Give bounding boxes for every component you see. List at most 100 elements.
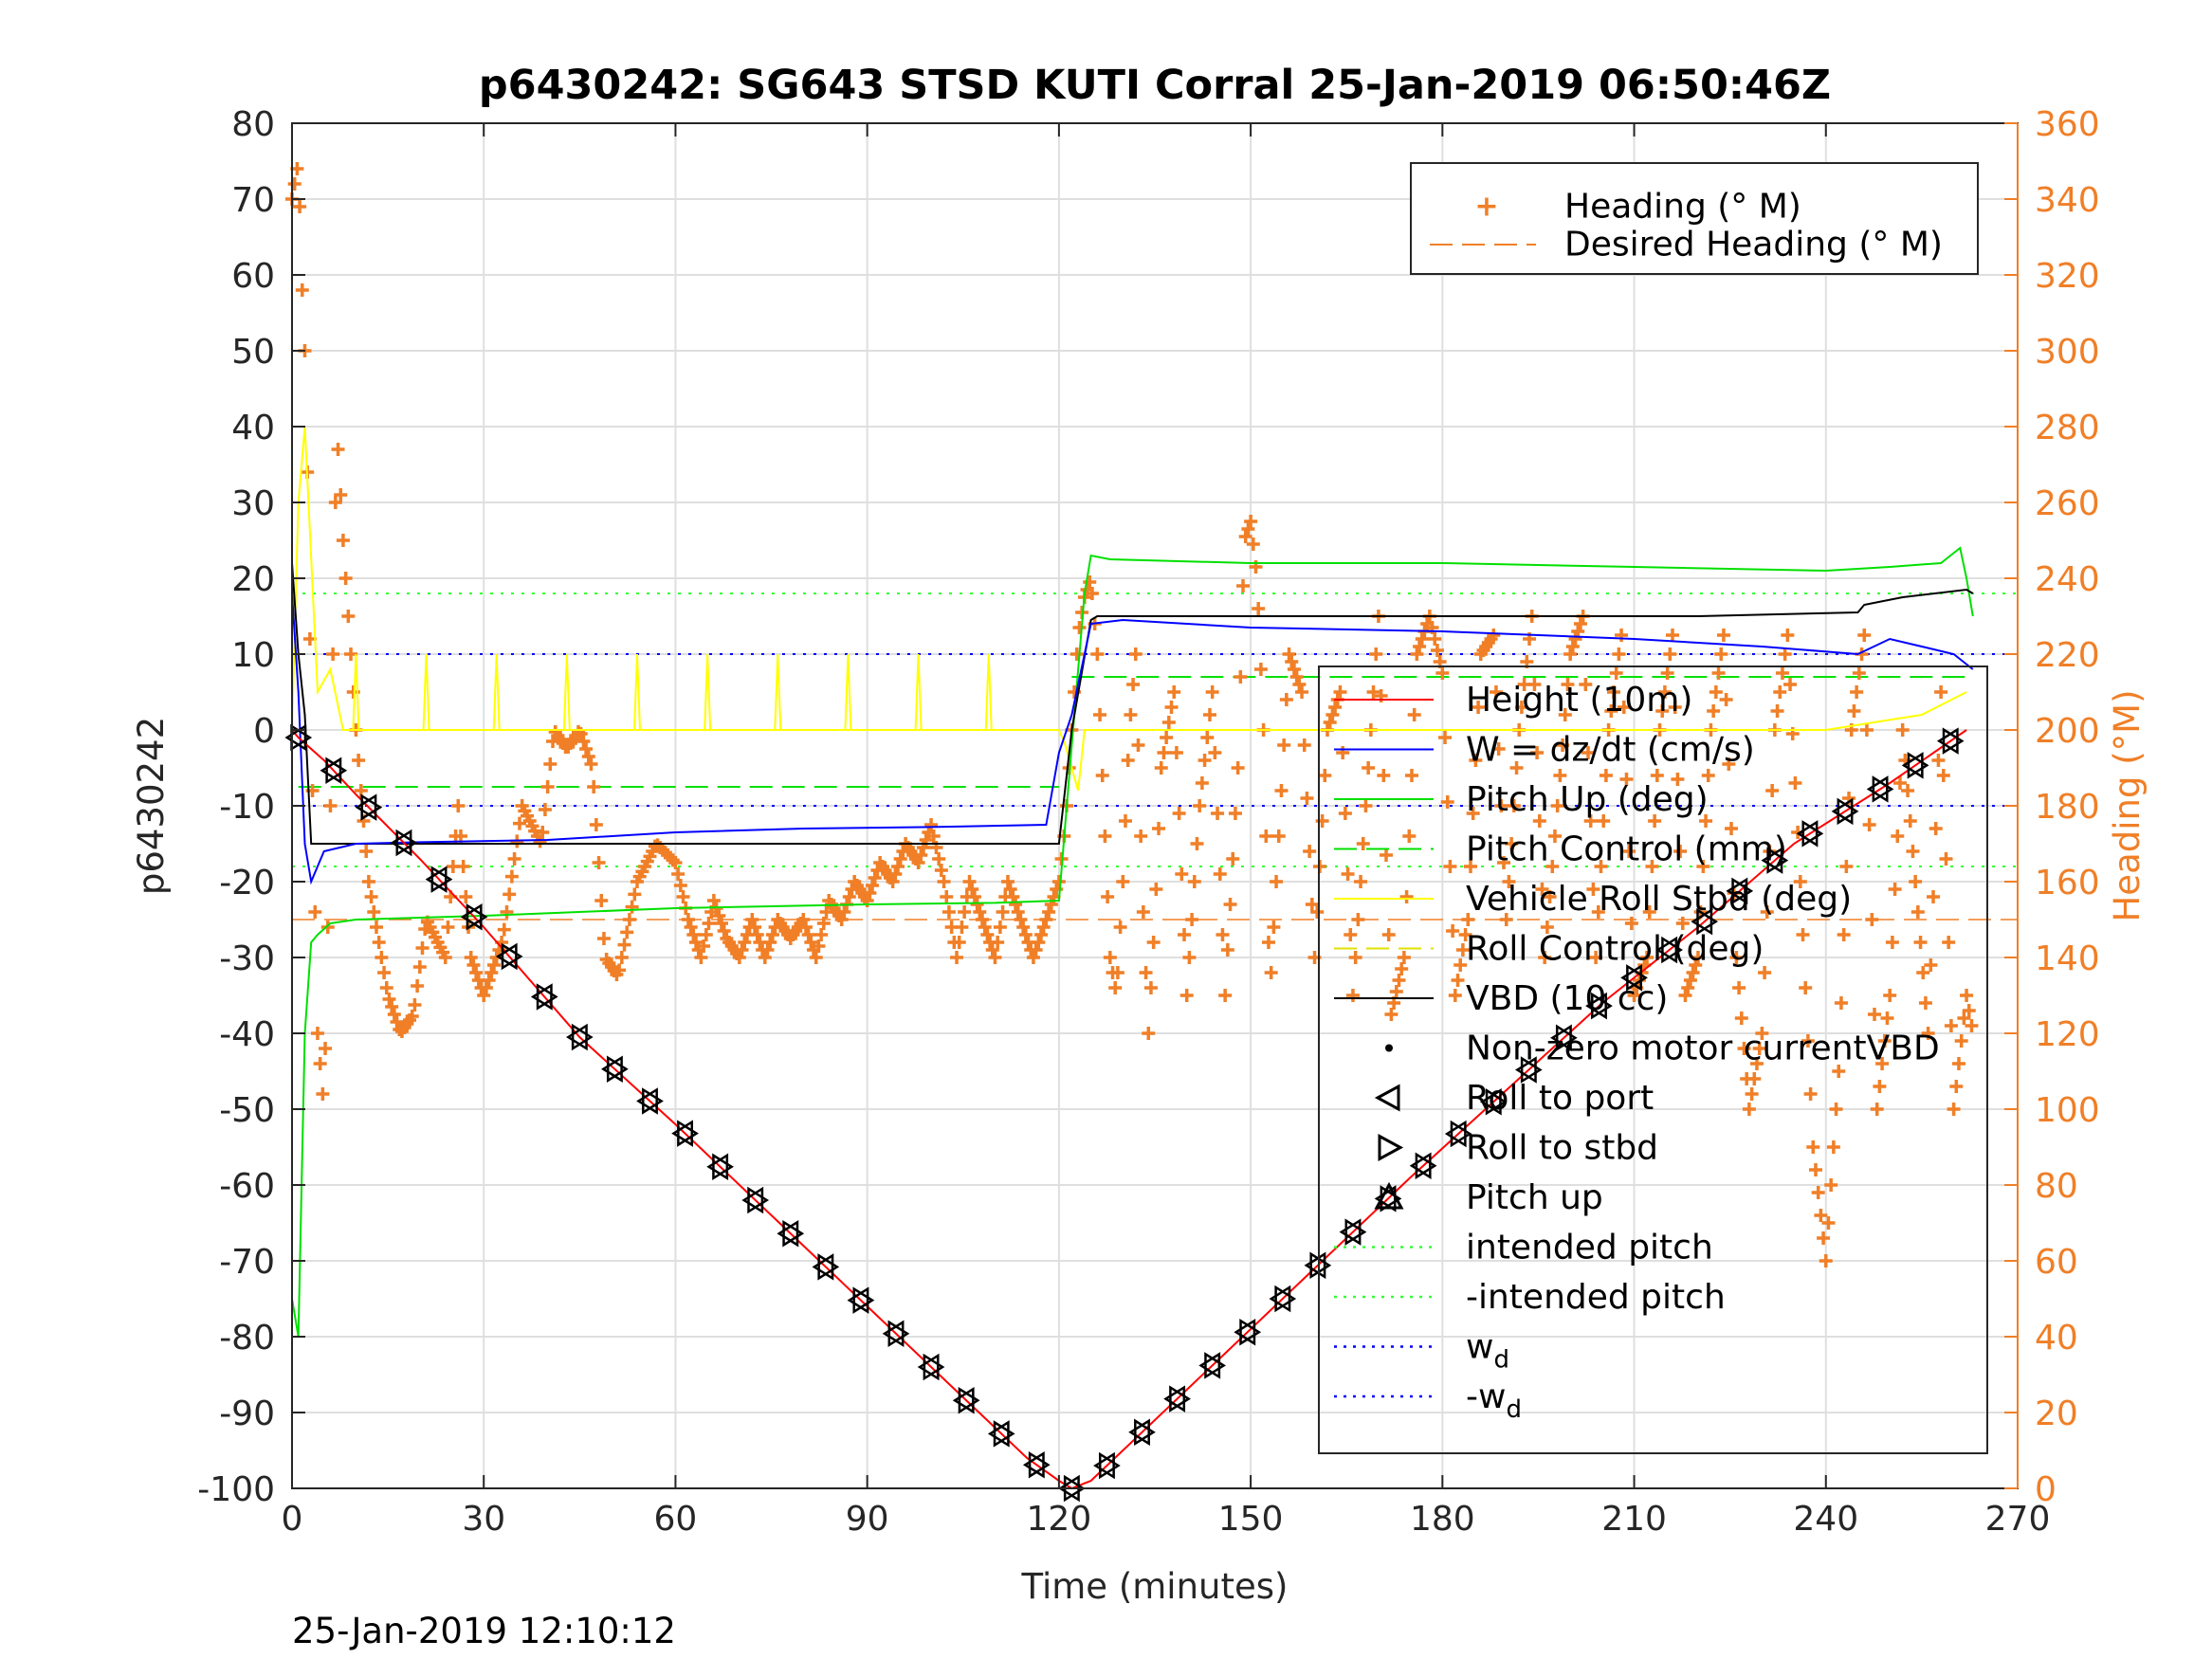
roll-to-stbd-marker xyxy=(852,1286,875,1314)
heading-point xyxy=(765,928,779,941)
heading-point xyxy=(1686,966,1700,979)
roll-spike xyxy=(352,653,360,731)
heading-point xyxy=(1939,852,1953,866)
heading-point xyxy=(487,958,502,972)
roll-to-stbd-marker xyxy=(1485,1088,1508,1116)
heading-point xyxy=(1026,951,1040,964)
heading-point xyxy=(1226,852,1240,866)
heading-point xyxy=(377,966,392,979)
roll-to-port-marker xyxy=(1234,1318,1256,1346)
heading-point xyxy=(1333,685,1347,699)
heading-point xyxy=(320,921,335,934)
roll-to-stbd-marker xyxy=(1134,1418,1156,1447)
heading-point xyxy=(1547,830,1562,843)
heading-point xyxy=(1870,1103,1884,1116)
heading-point xyxy=(1134,830,1148,843)
heading-point xyxy=(1399,890,1414,903)
heading-point xyxy=(1589,951,1603,964)
heading-point xyxy=(1535,883,1549,896)
heading-point xyxy=(1241,522,1255,536)
heading-point xyxy=(1507,799,1521,812)
heading-point xyxy=(1714,647,1728,661)
heading-point xyxy=(914,848,928,862)
heading-point xyxy=(1318,769,1332,782)
heading-point xyxy=(1402,830,1417,843)
heading-point xyxy=(1799,981,1813,994)
y-right-tick-label: 280 xyxy=(2035,409,2100,447)
heading-point xyxy=(1252,602,1266,615)
legend-label-text: Roll to stbd xyxy=(1466,1128,1658,1167)
roll-to-port-marker xyxy=(882,1320,905,1348)
y-axis-label: p6430242 xyxy=(131,717,172,895)
heading-point xyxy=(886,875,900,888)
roll-to-stbd-marker xyxy=(1309,1251,1332,1280)
heading-point xyxy=(1826,1140,1840,1154)
legend-label: Non-zero motor currentVBD xyxy=(1466,1029,1940,1067)
heading-point xyxy=(763,936,777,949)
heading-point xyxy=(1793,875,1807,888)
heading-point xyxy=(1942,936,1956,949)
heading-point xyxy=(1323,716,1337,729)
heading-point xyxy=(1259,830,1273,843)
heading-point xyxy=(1951,1057,1965,1070)
heading-point xyxy=(1195,776,1209,790)
heading-point xyxy=(415,941,430,955)
y-tick-label: 0 xyxy=(253,712,275,751)
heading-point xyxy=(1108,981,1123,994)
heading-point xyxy=(1404,769,1418,782)
roll-to-port-marker xyxy=(284,723,307,752)
legend-label: -intended pitch xyxy=(1466,1278,1726,1317)
heading-point xyxy=(1103,951,1117,964)
heading-point xyxy=(1499,913,1513,926)
heading-point xyxy=(369,921,383,934)
roll-to-port-marker xyxy=(1866,775,1889,803)
heading-point xyxy=(1619,773,1634,786)
roll-to-stbd-marker xyxy=(1591,992,1613,1020)
heading-point xyxy=(1205,685,1219,699)
heading-point xyxy=(1775,666,1789,680)
roll-to-port-marker xyxy=(1198,1352,1221,1379)
heading-point xyxy=(702,917,716,930)
heading-point xyxy=(1645,860,1659,873)
heading-point xyxy=(1814,1209,1828,1222)
x-tick-label: 180 xyxy=(1410,1500,1475,1539)
legend-heading-label: Heading (° M) xyxy=(1564,188,1801,227)
legend-label: W = dz/dt (cm/s) xyxy=(1466,730,1755,769)
heading-point xyxy=(1083,575,1097,589)
heading-point xyxy=(1193,799,1207,812)
heading-point xyxy=(1220,943,1234,957)
heading-point xyxy=(1000,875,1015,888)
roll-spike xyxy=(562,653,571,731)
heading-point xyxy=(1755,1027,1769,1040)
heading-point xyxy=(1160,731,1174,744)
roll-to-port-marker xyxy=(355,793,377,821)
heading-point xyxy=(1208,746,1222,759)
x-tick-label: 240 xyxy=(1793,1500,1858,1539)
heading-point xyxy=(1737,1042,1751,1055)
heading-point xyxy=(816,917,831,930)
heading-point xyxy=(814,928,829,941)
roll-to-port-marker xyxy=(847,1286,869,1314)
heading-point xyxy=(1573,617,1587,630)
heading-point xyxy=(1747,1072,1762,1085)
heading-point xyxy=(699,928,713,941)
heading-point xyxy=(1883,989,1897,1002)
heading-point xyxy=(676,890,690,903)
heading-point xyxy=(1796,928,1810,941)
roll-to-port-marker xyxy=(1444,1120,1467,1148)
roll-spike xyxy=(914,653,923,731)
y-axis-right-ticks: 3603403203002802602402202001801601401201… xyxy=(2004,105,2100,1509)
heading-point xyxy=(1282,647,1296,661)
heading-point xyxy=(1671,773,1685,786)
heading-point xyxy=(1502,875,1516,888)
heading-point xyxy=(1014,913,1028,926)
heading-point xyxy=(1857,629,1872,642)
legend-label: Roll to stbd xyxy=(1466,1128,1658,1167)
legend-label-text: Non-zero motor currentVBD xyxy=(1466,1029,1940,1067)
heading-point xyxy=(1947,1103,1961,1116)
roll-to-port-marker xyxy=(390,829,412,857)
heading-point xyxy=(1236,579,1251,592)
heading-point xyxy=(1949,1080,1964,1093)
heading-point xyxy=(1472,701,1486,714)
heading-point xyxy=(584,757,598,771)
